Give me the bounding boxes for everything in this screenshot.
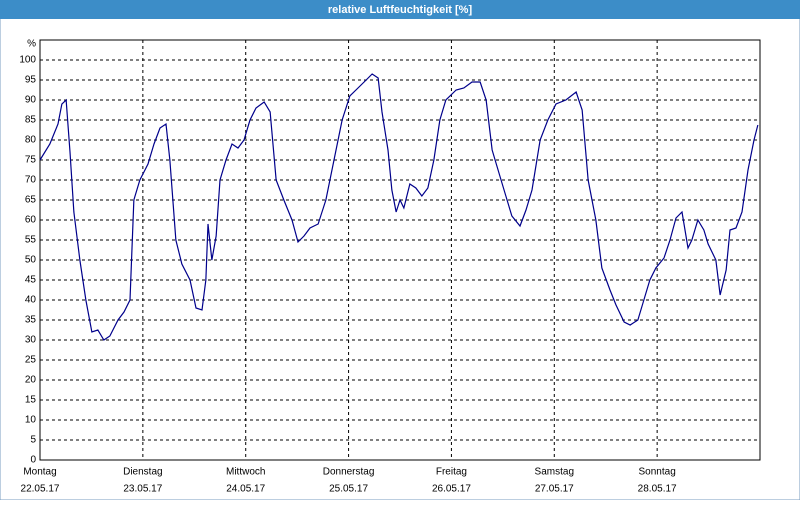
- y-tick-label: 90: [25, 95, 37, 106]
- x-tick-label: Freitag: [436, 467, 467, 478]
- y-tick-label: 25: [25, 355, 37, 366]
- y-tick-label: 60: [25, 215, 37, 226]
- y-tick-label: 85: [25, 115, 37, 126]
- x-tick-date: 28.05.17: [638, 484, 677, 495]
- data-line: [39, 73, 759, 341]
- y-unit-label: %: [27, 39, 36, 50]
- x-tick-date: 22.05.17: [21, 484, 60, 495]
- y-tick-label: 100: [19, 55, 36, 66]
- window-title: relative Luftfeuchtigkeit [%]: [328, 4, 473, 16]
- y-tick-label: 10: [25, 415, 37, 426]
- x-tick-label: Samstag: [535, 467, 574, 478]
- y-tick-label: 45: [25, 275, 37, 286]
- y-tick-label: 35: [25, 315, 37, 326]
- y-tick-label: 95: [25, 75, 37, 86]
- y-tick-label: 30: [25, 335, 37, 346]
- y-tick-label: 80: [25, 135, 37, 146]
- y-tick-label: 0: [30, 455, 36, 466]
- x-tick-label: Mittwoch: [226, 467, 265, 478]
- x-tick-date: 26.05.17: [432, 484, 471, 495]
- x-tick-label: Sonntag: [639, 467, 676, 478]
- y-tick-label: 65: [25, 195, 37, 206]
- y-tick-label: 20: [25, 375, 37, 386]
- x-tick-label: Montag: [23, 467, 56, 478]
- y-tick-label: 75: [25, 155, 37, 166]
- plot-area: [39, 39, 761, 461]
- x-tick-label: Donnerstag: [323, 467, 375, 478]
- y-tick-label: 15: [25, 395, 37, 406]
- y-tick-label: 70: [25, 175, 37, 186]
- y-tick-label: 5: [30, 435, 36, 446]
- x-tick-date: 25.05.17: [329, 484, 368, 495]
- y-tick-label: 40: [25, 295, 37, 306]
- y-tick-label: 50: [25, 255, 37, 266]
- x-tick-label: Dienstag: [123, 467, 162, 478]
- x-tick-date: 23.05.17: [123, 484, 162, 495]
- title-bar: [0, 0, 800, 19]
- x-tick-date: 27.05.17: [535, 484, 574, 495]
- y-tick-label: 55: [25, 235, 37, 246]
- x-tick-date: 24.05.17: [226, 484, 265, 495]
